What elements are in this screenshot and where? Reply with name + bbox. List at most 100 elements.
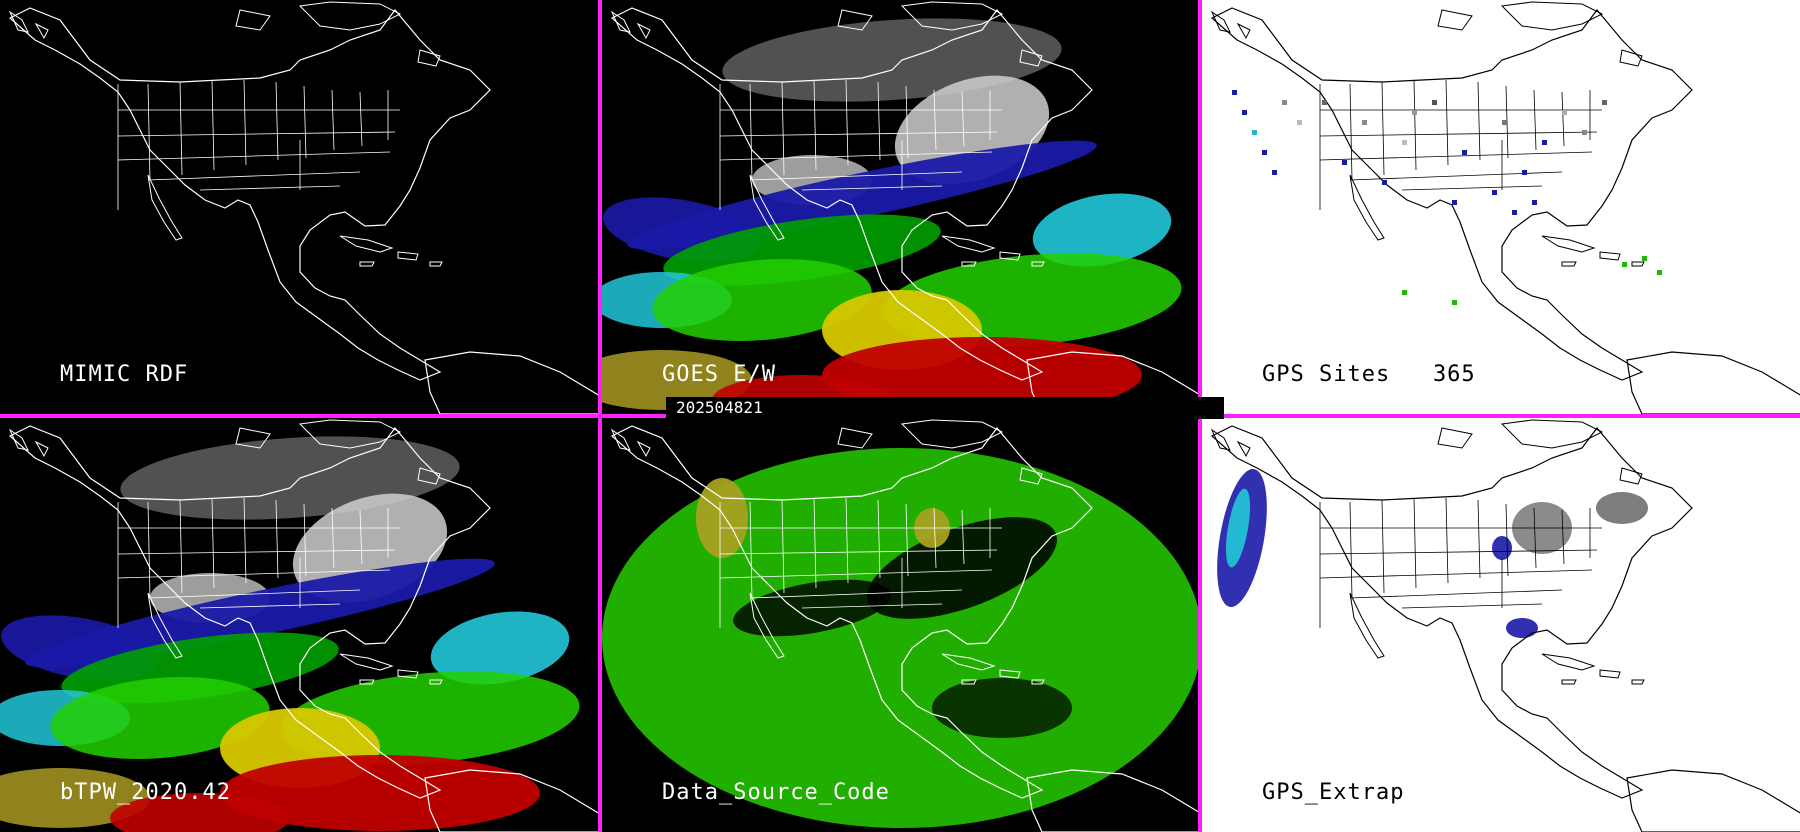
state-border xyxy=(1319,569,1593,579)
coastline-baja xyxy=(147,174,183,241)
coastline-island xyxy=(1619,49,1643,67)
coastline-greenland xyxy=(298,1,402,31)
coastline-island xyxy=(610,428,631,451)
state-border xyxy=(117,151,391,161)
state-border xyxy=(877,81,881,161)
state-border xyxy=(961,509,965,565)
gps-site-marker xyxy=(1402,290,1407,295)
panel-mimic-rdf: MIMIC RDF xyxy=(0,0,598,414)
coastline-baja xyxy=(749,174,785,241)
coastline-greenland xyxy=(900,419,1004,449)
state-border xyxy=(719,151,993,161)
state-border xyxy=(1477,81,1481,161)
gps-site-marker xyxy=(1622,262,1627,267)
coastline-south-america xyxy=(424,769,598,832)
state-border xyxy=(147,171,361,181)
coastline-greenland xyxy=(298,419,402,449)
gps-site-marker xyxy=(1272,170,1277,175)
coastline-island xyxy=(1031,261,1045,267)
coastline-island xyxy=(1031,679,1045,685)
coastline-island xyxy=(359,679,375,685)
gps-site-marker xyxy=(1657,270,1662,275)
state-border xyxy=(749,83,753,181)
state-border xyxy=(303,503,307,577)
state-border xyxy=(275,499,279,579)
state-border xyxy=(117,131,396,137)
coastline-island xyxy=(999,669,1021,679)
gps-site-marker xyxy=(1532,200,1537,205)
state-border xyxy=(1533,89,1537,151)
coastline-island xyxy=(941,653,996,671)
coastline-baja xyxy=(749,592,785,659)
panel-data-source-code: Data_Source_Code xyxy=(602,418,1200,832)
coastline-island xyxy=(837,427,873,449)
panel-label: bTPW_2020.42 xyxy=(60,780,231,805)
state-borders xyxy=(719,79,1002,210)
coastline-north-america xyxy=(610,7,1093,381)
coastline-island xyxy=(999,251,1021,261)
state-border xyxy=(359,91,363,147)
coastline-island xyxy=(397,251,419,261)
state-border xyxy=(1349,589,1563,599)
map-gps-sites xyxy=(1210,1,1800,414)
field-very-wet-red xyxy=(822,337,1142,413)
coastline-north-america xyxy=(8,425,491,799)
state-border xyxy=(813,79,817,171)
state-border xyxy=(211,79,215,171)
panel-gps-sites: GPS Sites 365 xyxy=(1202,0,1800,414)
map-gps-extrap xyxy=(1210,419,1800,832)
state-border xyxy=(303,85,307,159)
state-border xyxy=(1349,171,1563,181)
panel-goes-ew: GOES E/W xyxy=(602,0,1200,414)
state-border xyxy=(905,85,909,159)
gps-site-marker xyxy=(1322,100,1327,105)
panel-label: GPS Sites 365 xyxy=(1262,362,1476,387)
state-border xyxy=(211,497,215,589)
coastline-layer xyxy=(8,419,598,832)
coastline-layer xyxy=(610,419,1200,832)
state-border xyxy=(877,499,881,579)
coastline-layer xyxy=(8,1,598,414)
coastline-baja xyxy=(1349,174,1385,241)
state-border xyxy=(1561,91,1565,147)
state-borders xyxy=(117,497,400,628)
coastline-greenland xyxy=(1500,419,1604,449)
coastline-island xyxy=(359,261,375,267)
state-border xyxy=(199,185,341,191)
gps-site-marker xyxy=(1297,120,1302,125)
state-border xyxy=(719,569,993,579)
field-source-gap xyxy=(932,678,1072,738)
state-border xyxy=(199,603,341,609)
state-border xyxy=(781,499,785,594)
coastline-greenland xyxy=(900,1,1004,31)
coastline-north-america xyxy=(8,7,491,381)
state-border xyxy=(961,91,965,147)
coastline-island xyxy=(961,261,977,267)
coastline-island xyxy=(837,9,873,31)
coastline-island xyxy=(397,669,419,679)
coastline-island xyxy=(339,235,394,253)
state-borders xyxy=(1319,497,1602,628)
coastline-island xyxy=(34,22,49,40)
coastline-island xyxy=(34,440,49,458)
coastline-island xyxy=(1631,261,1645,267)
panel-gps-extrap: GPS_Extrap xyxy=(1202,418,1800,832)
coastline-island xyxy=(636,22,651,40)
state-border xyxy=(331,507,335,569)
coastline-island xyxy=(429,261,443,267)
field-moist-cyan xyxy=(430,611,570,685)
field-moist-cyan xyxy=(1032,193,1172,267)
coastline-island xyxy=(1437,427,1473,449)
coastline-island xyxy=(1561,679,1577,685)
coastline-north-america xyxy=(1210,7,1693,381)
state-border xyxy=(147,501,151,599)
coastline-layer xyxy=(1210,1,1800,414)
gps-site-marker xyxy=(1562,110,1567,115)
state-border xyxy=(749,501,753,599)
coastline-island xyxy=(1541,235,1596,253)
coastline-baja xyxy=(1349,592,1385,659)
extrap-field-blue xyxy=(1492,536,1512,560)
state-border xyxy=(801,185,943,191)
coastline-island xyxy=(1236,440,1251,458)
state-border xyxy=(147,83,151,181)
